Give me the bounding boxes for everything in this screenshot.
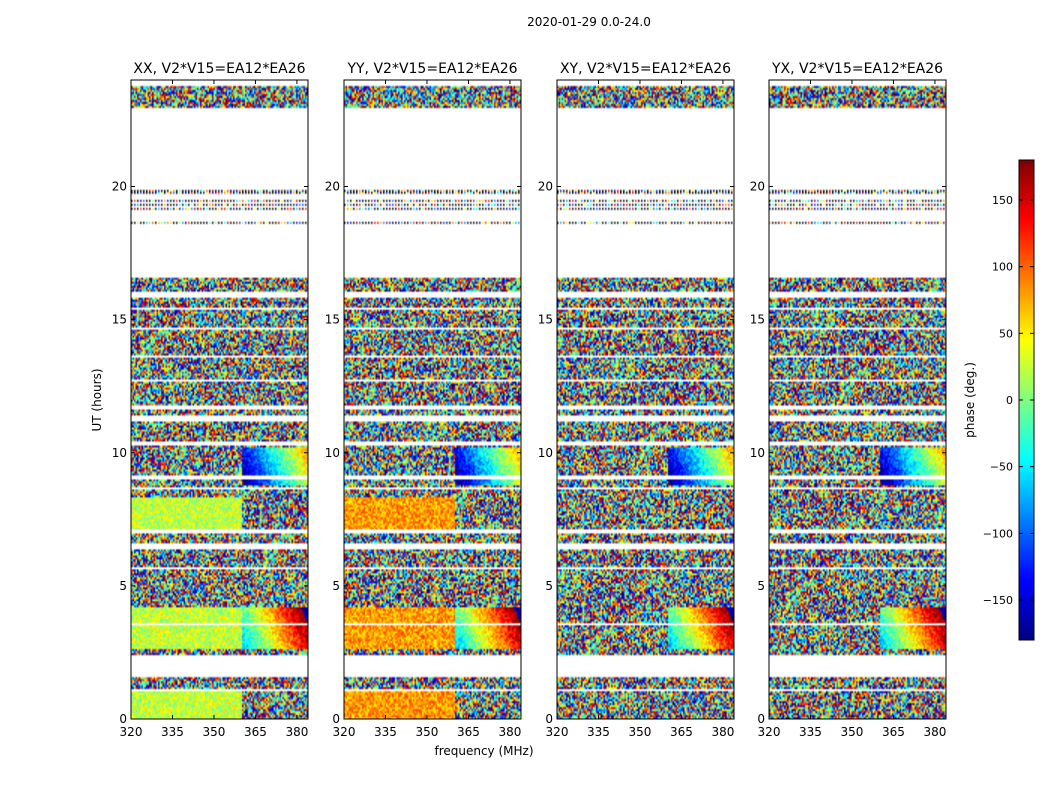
colorbar-tick-label: −50 xyxy=(990,461,1013,474)
colorbar-tick-label: −150 xyxy=(983,594,1013,607)
y-tick-label: 5 xyxy=(332,579,340,593)
x-tick-label: 320 xyxy=(546,725,569,739)
colorbar-tick-label: −100 xyxy=(983,527,1013,540)
x-tick-label: 320 xyxy=(120,725,143,739)
x-tick-label: 350 xyxy=(203,725,226,739)
x-tick-label: 335 xyxy=(374,725,397,739)
panel-title-4: YX, V2*V15=EA12*EA26 xyxy=(771,61,943,77)
panel-frame-3 xyxy=(556,79,735,720)
colorbar-tick-label: 50 xyxy=(999,327,1013,340)
panel-frame-4 xyxy=(768,79,947,720)
y-tick-label: 0 xyxy=(757,712,765,726)
y-tick-label: 10 xyxy=(325,446,340,460)
figure-suptitle: 2020-01-29 0.0-24.0 xyxy=(527,15,651,29)
colorbar-tick-label: 0 xyxy=(1006,394,1013,407)
y-tick-label: 15 xyxy=(112,313,127,327)
y-tick-label: 0 xyxy=(332,712,340,726)
panel-title-3: XY, V2*V15=EA12*EA26 xyxy=(560,61,731,77)
y-tick-label: 10 xyxy=(538,446,553,460)
heatmap-image-3 xyxy=(557,80,734,719)
heatmap-image-2 xyxy=(344,80,521,719)
heatmap-image-1 xyxy=(131,80,308,719)
x-tick-label: 335 xyxy=(587,725,610,739)
x-tick-label: 380 xyxy=(923,725,946,739)
y-tick-label: 5 xyxy=(119,579,127,593)
colorbar-tick-label: 100 xyxy=(992,261,1013,274)
heatmap-image-4 xyxy=(769,80,946,719)
y-tick-label: 20 xyxy=(750,180,765,194)
y-tick-label: 15 xyxy=(325,313,340,327)
y-tick-label: 15 xyxy=(750,313,765,327)
y-tick-label: 20 xyxy=(538,180,553,194)
x-tick-label: 350 xyxy=(629,725,652,739)
y-tick-label: 0 xyxy=(119,712,127,726)
x-tick-label: 365 xyxy=(882,725,905,739)
panels-group: XX, V2*V15=EA12*EA26 320 335 350 365 380 0 5 10 1… xyxy=(112,61,947,739)
y-tick-label: 5 xyxy=(545,579,553,593)
panel-2: YY, V2*V15=EA12*EA26 320 335 350 365 380 0 5 10 1… xyxy=(325,61,522,739)
panel-frame-1 xyxy=(130,79,309,720)
x-tick-label: 380 xyxy=(711,725,734,739)
y-tick-label: 15 xyxy=(538,313,553,327)
panel-1: XX, V2*V15=EA12*EA26 320 335 350 365 380 0 5 10 1… xyxy=(112,61,309,739)
x-tick-label: 320 xyxy=(333,725,356,739)
panel-4: YX, V2*V15=EA12*EA26 320 335 350 365 380 0 5 10 1… xyxy=(750,61,947,739)
colorbar-tick-label: 150 xyxy=(992,194,1013,207)
x-tick-label: 380 xyxy=(498,725,521,739)
y-tick-label: 5 xyxy=(757,579,765,593)
x-tick-label: 380 xyxy=(285,725,308,739)
x-tick-label: 365 xyxy=(244,725,267,739)
panel-title-1: XX, V2*V15=EA12*EA26 xyxy=(133,61,305,77)
y-tick-label: 20 xyxy=(112,180,127,194)
y-tick-label: 0 xyxy=(545,712,553,726)
y-tick-label: 20 xyxy=(325,180,340,194)
y-axis-label: UT (hours) xyxy=(90,368,104,431)
x-axis-label: frequency (MHz) xyxy=(434,744,533,758)
x-tick-label: 365 xyxy=(457,725,480,739)
colorbar-ticks: −150 −100 −50 0 50 100 150 xyxy=(983,194,1034,607)
x-tick-label: 350 xyxy=(841,725,864,739)
x-tick-label: 335 xyxy=(799,725,822,739)
panel-title-2: YY, V2*V15=EA12*EA26 xyxy=(346,61,517,77)
y-tick-label: 10 xyxy=(112,446,127,460)
colorbar-label: phase (deg.) xyxy=(963,362,977,438)
x-tick-label: 335 xyxy=(161,725,184,739)
colorbar: −150 −100 −50 0 50 100 150 phase (deg.) xyxy=(963,159,1035,641)
y-tick-label: 10 xyxy=(750,446,765,460)
x-tick-label: 320 xyxy=(758,725,781,739)
x-tick-label: 350 xyxy=(416,725,439,739)
panel-3: XY, V2*V15=EA12*EA26 320 335 350 365 380 0 5 10 1… xyxy=(538,61,735,739)
x-tick-label: 365 xyxy=(670,725,693,739)
panel-frame-2 xyxy=(343,79,522,720)
